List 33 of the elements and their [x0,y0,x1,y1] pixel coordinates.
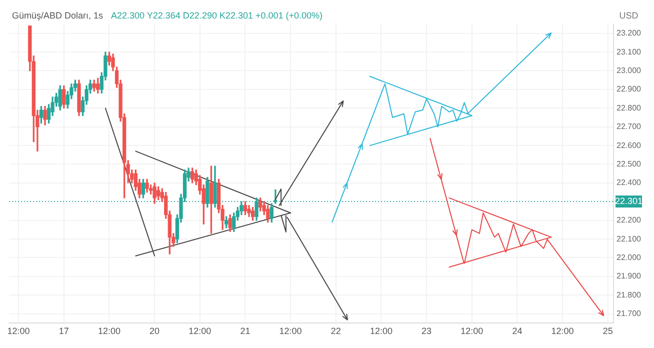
y-tick-label: 23.100 [616,47,642,56]
y-tick-label: 22.600 [616,140,642,150]
y-tick-label: 23.000 [616,66,642,75]
x-tick-label: 12:00 [98,326,120,336]
x-tick-label: 23 [422,326,432,336]
y-tick-label: 23.200 [616,28,642,38]
y-tick-label: 22.400 [616,178,642,188]
y-tick-label: 22.100 [616,234,642,244]
y-tick-label: 22.000 [616,252,642,262]
y-tick-label: 22.500 [616,159,642,168]
x-tick-label: 22 [330,326,341,336]
ref-line-label: 22.301 [615,196,643,206]
chart-title: Gümüş/ABD Doları, 1s [12,10,104,20]
x-tick-label: 12:00 [460,326,484,336]
y-tick-label: 22.900 [616,84,642,94]
x-tick-label: 25 [602,326,613,336]
y-tick-label: 21.700 [616,309,642,318]
x-tick-label: 12:00 [188,326,212,336]
x-tick-label: 24 [512,326,522,336]
chart-subtitle: A22.300 Y22.364 D22.290 K22.301 +0.001 (+0.00%) [111,10,323,20]
y-tick-label: 22.800 [616,103,642,112]
x-tick-label: 12:00 [551,326,574,336]
x-tick-label: 21 [240,326,250,336]
y-tick-label: 21.800 [616,290,642,300]
x-tick-label: 17 [58,326,69,336]
x-tick-label: 12:00 [279,326,302,336]
y-tick-label: 22.200 [616,216,642,225]
y-axis-title: USD [619,10,639,20]
x-tick-label: 12:00 [370,326,392,336]
y-tick-label: 21.900 [616,272,642,281]
x-tick-label: 20 [150,326,160,336]
y-tick-label: 22.700 [616,122,642,132]
x-tick-label: 12:00 [7,326,30,336]
